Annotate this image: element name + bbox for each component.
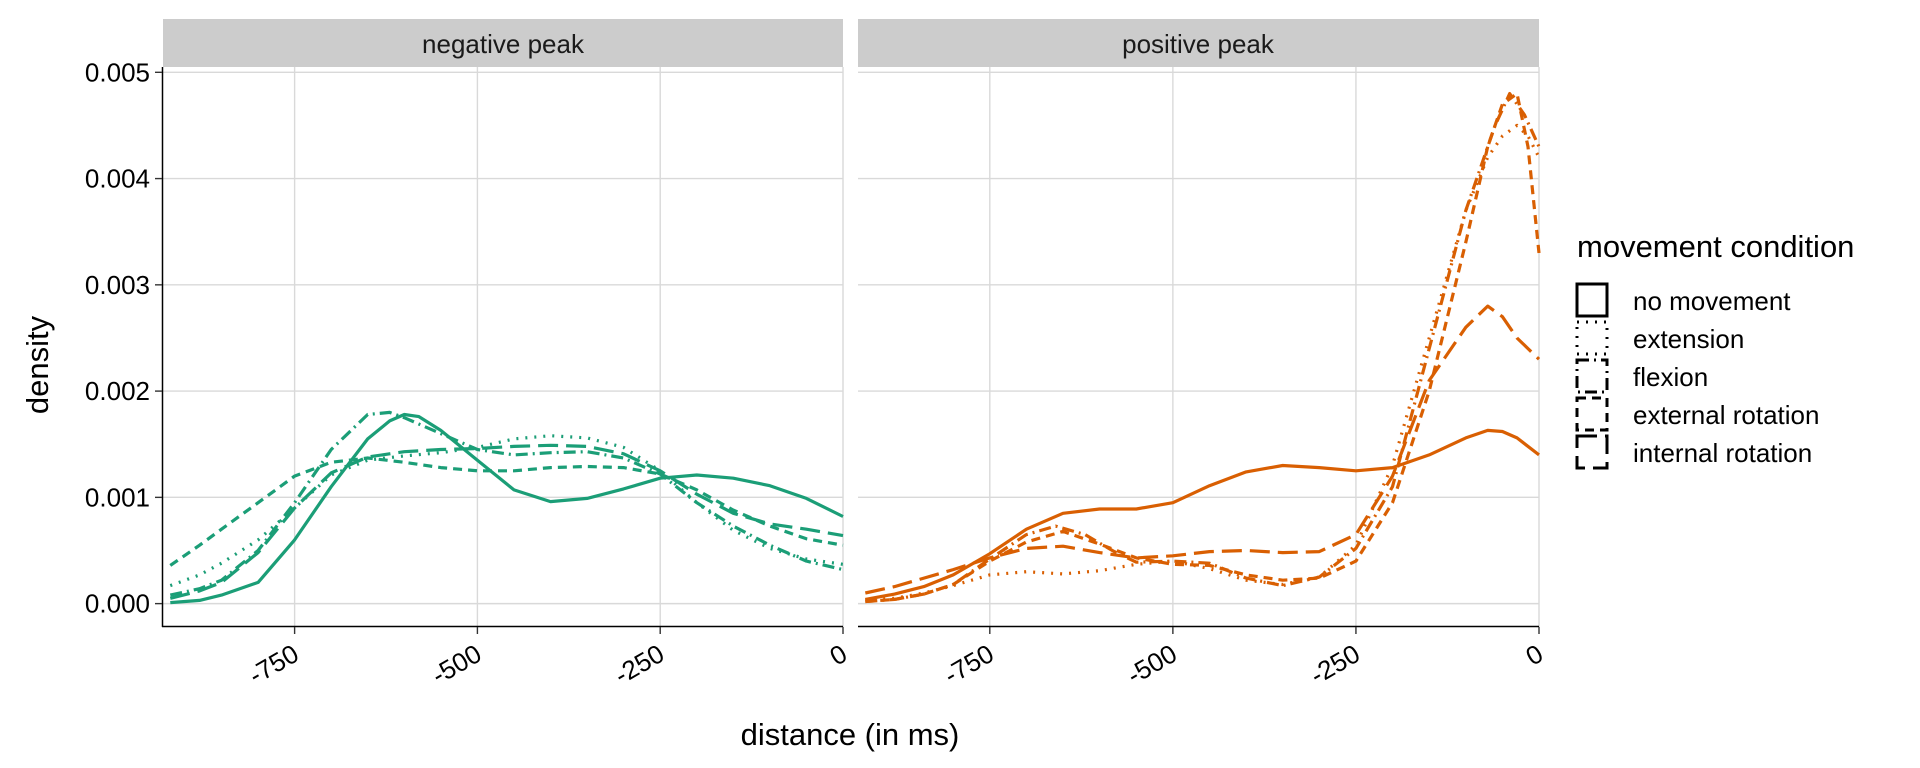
facet-strip-negative-peak [163,19,843,67]
y-tick-label: 0.002 [85,376,150,406]
density-line-flexion-negative-peak [169,410,844,597]
y-tick-label: 0.000 [85,589,150,619]
legend-label-internal-rotation: internal rotation [1633,438,1812,468]
y-tick-label: 0.005 [85,57,150,87]
legend-key-flexion [1575,358,1609,394]
facet-strip-label-positive-peak: positive peak [1122,29,1275,59]
gridlines-positive-peak [858,67,1540,627]
gridlines-negative-peak [163,67,844,627]
legend-key-extension [1575,320,1609,356]
y-axis-ticks: 0.000 0.001 0.002 0.003 0.004 0.005 [85,57,162,619]
legend-key-no-movement [1575,282,1609,318]
legend-label-external-rotation: external rotation [1633,400,1819,430]
legend-items: no movement extension flexion external rota… [1575,282,1819,470]
density-line-no-movement-negative-peak [170,412,844,605]
legend-item-no-movement: no movement [1575,282,1791,318]
facet-strip-label-negative-peak: negative peak [422,29,585,59]
density-line-no-movement-positive-peak [865,428,1540,601]
legend-label-no-movement: no movement [1633,286,1791,316]
legend-item-extension: extension [1575,320,1744,356]
facet-negative-peak: negative peak -750 -500 -250 0 [161,19,852,690]
density-line-internal-rotation-negative-peak [169,443,844,600]
facet-strip-positive-peak [858,19,1539,67]
series-positive-peak [864,92,1541,604]
facet-positive-peak: positive peak -750 -500 -250 0 [858,19,1548,690]
density-line-flexion-positive-peak [865,92,1541,604]
y-tick-label: 0.003 [85,270,150,300]
series-negative-peak [169,410,844,605]
legend-title: movement condition [1577,229,1854,264]
plot-panel-negative-peak [163,67,843,627]
legend-item-external-rotation: external rotation [1575,396,1819,432]
legend-key-external-rotation [1575,396,1609,432]
legend: movement condition no movement extension f… [1575,229,1854,470]
density-line-extension-positive-peak [865,123,1541,602]
y-tick-label: 0.001 [85,482,150,512]
legend-label-extension: extension [1633,324,1744,354]
legend-item-internal-rotation: internal rotation [1575,434,1812,470]
density-line-internal-rotation-positive-peak [864,304,1541,595]
y-tick-label: 0.004 [85,164,150,194]
legend-key-internal-rotation [1575,434,1609,470]
legend-label-flexion: flexion [1633,362,1708,392]
y-axis-title: density [20,315,55,414]
legend-item-flexion: flexion [1575,358,1708,394]
plot-panel-positive-peak [858,67,1539,627]
x-axis-title: distance (in ms) [741,717,960,752]
